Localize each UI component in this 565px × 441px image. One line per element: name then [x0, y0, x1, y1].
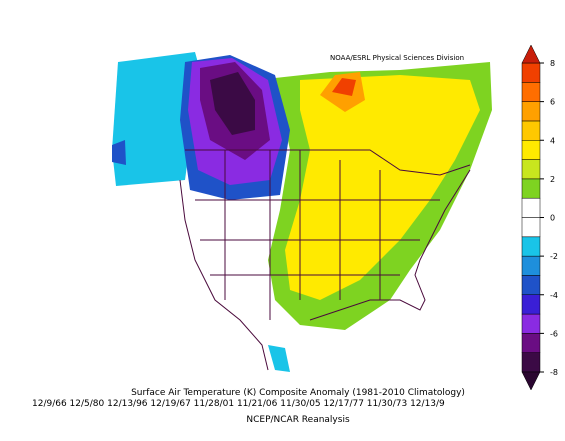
coastline-west — [179, 179, 269, 371]
colorbar-segment — [521, 62, 541, 83]
anomaly-yellow — [285, 75, 480, 300]
credit-label: NOAA/ESRL Physical Sciences Division — [330, 54, 464, 62]
colorbar-segment — [521, 333, 541, 353]
colorbar-segment — [521, 120, 541, 141]
colorbar-tick-label: 8 — [550, 59, 555, 68]
colorbar-segment — [521, 178, 541, 199]
colorbar-segment — [521, 82, 541, 102]
colorbar-segment — [521, 197, 541, 218]
colorbar-tick-label: -6 — [550, 329, 558, 338]
colorbar-segment — [521, 275, 541, 295]
coastlines — [179, 149, 471, 371]
colorbar-segment — [521, 313, 541, 334]
caption-title: Surface Air Temperature (K) Composite An… — [131, 388, 465, 398]
anomaly-dark-purple — [210, 72, 255, 135]
colorbar-segment — [521, 294, 541, 315]
state-lines — [195, 150, 440, 320]
colorbar-tick-label: -2 — [550, 252, 558, 261]
colorbar-tick-label: 2 — [550, 175, 555, 184]
colorbar: -8 -6 -4 -2 0 2 4 6 8 — [521, 44, 558, 391]
coastline-east — [309, 169, 471, 321]
map — [112, 52, 492, 372]
anomaly-blue — [112, 140, 126, 165]
colorbar-segment — [521, 352, 541, 373]
colorbar-segment — [521, 255, 541, 276]
caption-dates: 12/9/66 12/5/80 12/13/96 12/19/67 11/28/… — [32, 399, 445, 409]
colorbar-over-arrow — [521, 44, 541, 64]
caption-source: NCEP/NCAR Reanalysis — [246, 415, 350, 425]
colorbar-under-arrow — [521, 371, 541, 391]
colorbar-segment — [521, 159, 541, 180]
colorbar-tick-label: -8 — [550, 368, 558, 377]
anomaly-red — [332, 78, 356, 96]
colorbar-tick-label: -4 — [550, 291, 558, 300]
colorbar-segment — [521, 140, 541, 160]
colorbar-tick-label: 0 — [550, 214, 555, 223]
colorbar-tick-label: 6 — [550, 98, 555, 107]
colorbar-segment — [521, 217, 541, 238]
colorbar-segment — [521, 236, 541, 257]
anomaly-cyan-gulf — [268, 345, 290, 372]
colorbar-segment — [521, 101, 541, 122]
border-canada-us — [185, 149, 471, 176]
anomaly-cyan — [112, 52, 200, 186]
colorbar-tick-label: 4 — [550, 136, 555, 145]
